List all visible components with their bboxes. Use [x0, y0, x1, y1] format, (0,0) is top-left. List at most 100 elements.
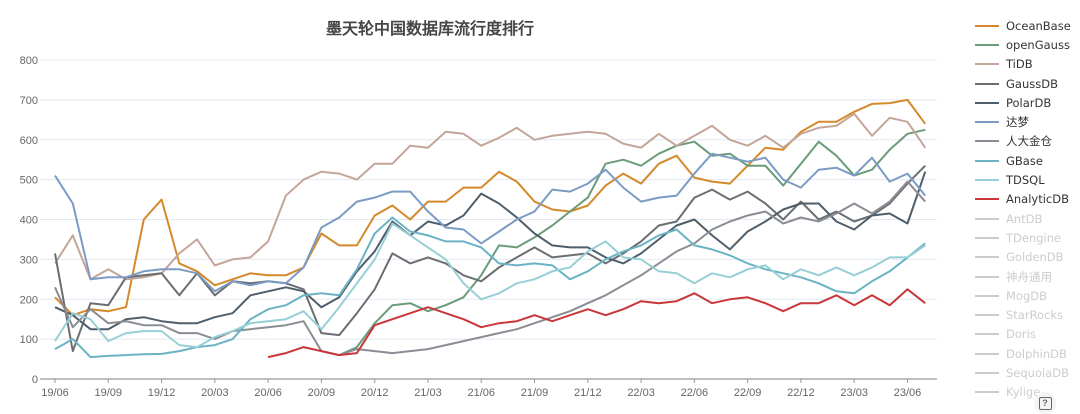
x-tick-label: 22/03: [627, 387, 655, 399]
legend-swatch: [975, 236, 999, 239]
series-line-AnalyticDB: [267, 288, 926, 359]
x-tick-label: 23/03: [840, 387, 868, 399]
legend-label: MogDB: [1006, 288, 1048, 303]
chart-title: 墨天轮中国数据库流行度排行: [325, 19, 534, 38]
legend-label: TDengine: [1006, 230, 1062, 245]
legend-label: GaussDB: [1006, 76, 1058, 91]
legend-swatch: [975, 179, 999, 182]
y-tick-label: 0: [32, 374, 38, 386]
legend-swatch: [975, 63, 999, 66]
legend-label: TiDB: [1006, 57, 1033, 72]
legend-swatch: [975, 314, 999, 317]
x-tick-label: 19/06: [41, 387, 69, 399]
legend-item[interactable]: 人大金仓: [975, 132, 1080, 151]
legend-swatch: [975, 159, 999, 162]
legend-item[interactable]: OceanBase: [975, 16, 1080, 35]
legend-label: StarRocks: [1006, 308, 1064, 323]
x-tick-label: 21/03: [414, 387, 442, 399]
series-line-TiDB: [54, 112, 927, 281]
help-button[interactable]: ?: [1034, 392, 1056, 414]
x-tick-label: 20/03: [201, 387, 229, 399]
x-tick-label: 20/12: [361, 387, 389, 399]
legend-swatch: [975, 101, 999, 104]
legend-swatch: [975, 391, 999, 394]
legend-label: 达梦: [1006, 115, 1029, 130]
legend-item[interactable]: Doris: [975, 325, 1080, 344]
legend-item[interactable]: TDengine: [975, 228, 1080, 247]
series-line-TDSQL: [54, 222, 926, 349]
x-tick-label: 23/06: [894, 387, 922, 399]
legend-item[interactable]: TDSQL: [975, 170, 1080, 189]
legend-item[interactable]: GoldenDB: [975, 248, 1080, 267]
legend: OceanBase openGauss TiDB GaussDB PolarDB 达梦人大…: [975, 16, 1080, 402]
legend-label: Kylige: [1006, 385, 1041, 400]
legend-item[interactable]: openGauss: [975, 35, 1080, 54]
y-tick-label: 500: [20, 175, 38, 187]
legend-swatch: [975, 43, 999, 46]
legend-label: GBase: [1006, 153, 1043, 168]
y-tick-label: 600: [20, 135, 38, 147]
legend-item[interactable]: 达梦: [975, 112, 1080, 131]
legend-label: 人大金仓: [1006, 134, 1052, 149]
legend-item[interactable]: GBase: [975, 151, 1080, 170]
legend-label: Doris: [1006, 327, 1036, 342]
x-tick-label: 22/06: [681, 387, 709, 399]
x-tick-label: 22/09: [734, 387, 762, 399]
x-tick-label: 21/09: [521, 387, 549, 399]
y-tick-label: 700: [20, 95, 38, 107]
x-tick-label: 22/12: [787, 387, 815, 399]
legend-swatch: [975, 333, 999, 336]
y-tick-label: 300: [20, 254, 38, 266]
y-tick-label: 100: [20, 334, 38, 346]
legend-label: PolarDB: [1006, 95, 1052, 110]
legend-item[interactable]: DolphinDB: [975, 344, 1080, 363]
x-tick-label: 19/12: [148, 387, 176, 399]
legend-item[interactable]: GaussDB: [975, 74, 1080, 93]
legend-item[interactable]: TiDB: [975, 55, 1080, 74]
legend-item[interactable]: MogDB: [975, 286, 1080, 305]
series-line-openGauss: [338, 128, 926, 357]
y-tick-label: 200: [20, 294, 38, 306]
line-chart: 0 100 200 300 400 500 600 700 800 19/06 19/09 19/12…: [20, 55, 937, 399]
x-tick-label: 19/09: [95, 387, 123, 399]
legend-item[interactable]: Kylige: [975, 383, 1080, 402]
series-line-达梦: [54, 152, 926, 293]
legend-swatch: [975, 371, 999, 374]
legend-label: OceanBase: [1006, 18, 1071, 33]
legend-swatch: [975, 217, 999, 220]
legend-item[interactable]: 神舟通用: [975, 267, 1080, 286]
legend-swatch: [975, 24, 999, 27]
legend-swatch: [975, 82, 999, 85]
y-tick-label: 400: [20, 215, 38, 227]
legend-label: 神舟通用: [1006, 269, 1052, 284]
series-line-人大金仓: [54, 180, 926, 357]
legend-swatch: [975, 121, 999, 124]
legend-item[interactable]: AntDB: [975, 209, 1080, 228]
legend-swatch: [975, 256, 999, 259]
legend-label: SequoiaDB: [1006, 365, 1069, 380]
legend-swatch: [975, 275, 999, 278]
legend-item[interactable]: StarRocks: [975, 305, 1080, 324]
series-line-PolarDB: [54, 171, 927, 331]
x-tick-label: 21/12: [574, 387, 602, 399]
legend-swatch: [975, 294, 999, 297]
legend-label: DolphinDB: [1006, 346, 1067, 361]
legend-label: TDSQL: [1006, 173, 1045, 188]
x-tick-label: 21/06: [467, 387, 495, 399]
legend-label: openGauss: [1006, 37, 1070, 52]
x-tick-label: 20/06: [254, 387, 282, 399]
legend-swatch: [975, 198, 999, 201]
legend-swatch: [975, 352, 999, 355]
legend-item[interactable]: AnalyticDB: [975, 190, 1080, 209]
legend-label: AntDB: [1006, 211, 1043, 226]
legend-item[interactable]: PolarDB: [975, 93, 1080, 112]
y-tick-label: 800: [20, 55, 38, 67]
series-line-OceanBase: [54, 98, 927, 317]
legend-swatch: [975, 140, 999, 143]
help-icon: ?: [1038, 396, 1052, 410]
x-tick-label: 20/09: [308, 387, 336, 399]
legend-label: AnalyticDB: [1006, 192, 1069, 207]
legend-item[interactable]: SequoiaDB: [975, 363, 1080, 382]
series-line-GBase: [54, 216, 926, 359]
